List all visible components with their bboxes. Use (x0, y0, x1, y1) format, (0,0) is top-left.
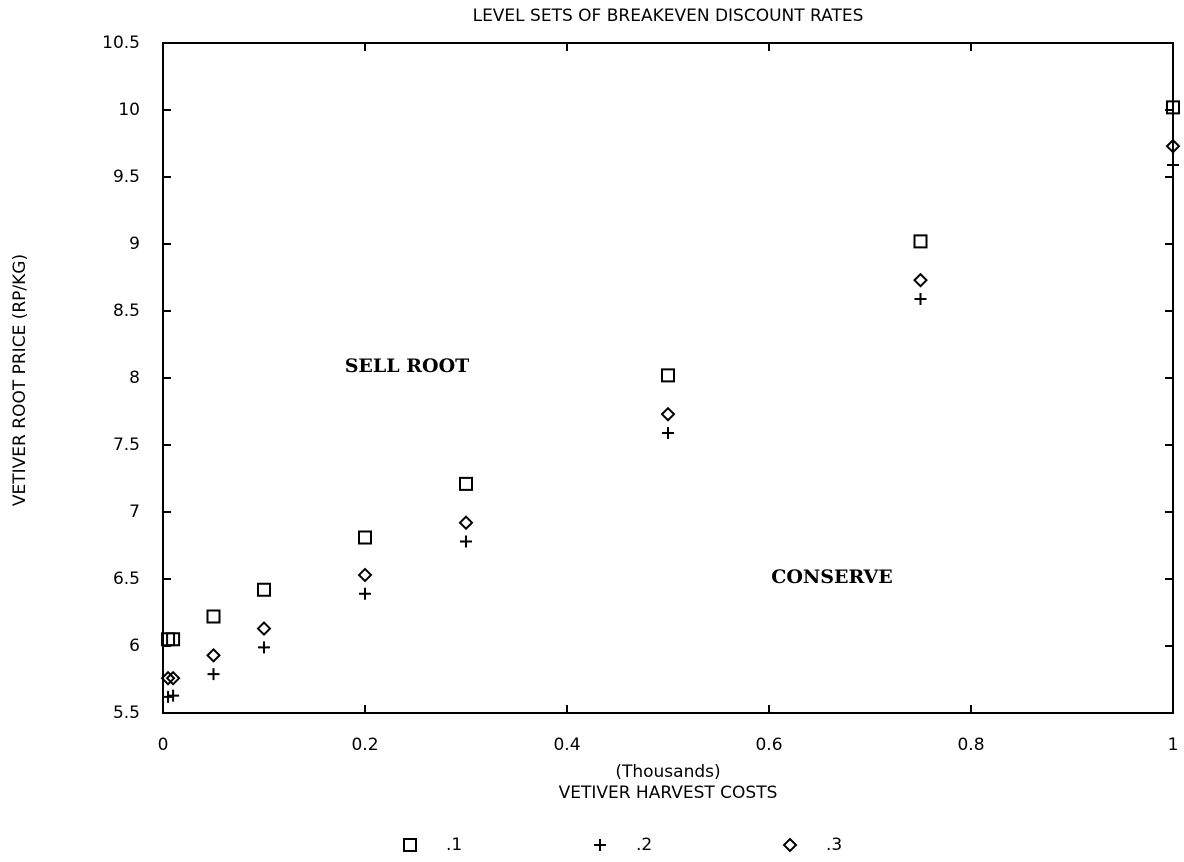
x-unit: (Thousands) (615, 762, 720, 782)
y-tick-label: 9 (129, 234, 140, 254)
y-tick-label: 10.5 (102, 33, 140, 53)
point (914, 292, 927, 305)
point (358, 530, 372, 545)
point (166, 632, 181, 647)
point (359, 587, 371, 600)
plot-frame (162, 42, 1174, 714)
x-tick-label: 0.2 (351, 735, 378, 755)
x-tick-label: 1 (1168, 735, 1179, 755)
legend-label: .2 (636, 835, 652, 855)
legend-marker (782, 837, 798, 853)
y-tick-label: 8 (129, 368, 140, 388)
x-tick-label: 0 (158, 735, 169, 755)
y-axis-label: VETIVER ROOT PRICE (RP/KG) (10, 254, 30, 506)
chart-title: LEVEL SETS OF BREAKEVEN DISCOUNT RATES (473, 6, 864, 26)
point (1167, 158, 1179, 171)
y-tick-label: 8.5 (113, 301, 140, 321)
point (661, 368, 675, 383)
legend-label: .3 (826, 835, 842, 855)
x-axis-label: VETIVER HARVEST COSTS (559, 783, 778, 803)
point (165, 670, 181, 686)
legend-marker (594, 839, 606, 851)
y-tick-label: 5.5 (113, 703, 140, 723)
y-tick-label: 9.5 (113, 167, 140, 187)
point (257, 582, 271, 597)
y-tick-label: 6.5 (113, 569, 140, 589)
point (1166, 100, 1180, 115)
annotation: SELL ROOT (345, 355, 470, 377)
point (206, 647, 221, 663)
point (167, 689, 180, 702)
point (913, 272, 928, 288)
point (206, 609, 221, 624)
point (662, 426, 674, 439)
point (162, 690, 175, 703)
y-tick-label: 7.5 (113, 435, 140, 455)
point (256, 621, 272, 636)
point (207, 668, 220, 681)
x-tick-label: 0.8 (957, 735, 984, 755)
point (913, 234, 928, 249)
y-tick-label: 6 (129, 636, 140, 656)
x-tick-label: 0.6 (755, 735, 782, 755)
point (660, 406, 676, 422)
y-tick-label: 7 (129, 502, 140, 522)
point (258, 641, 270, 654)
point (1165, 138, 1181, 154)
point (357, 567, 373, 583)
point (160, 670, 176, 686)
x-tick-label: 0.4 (553, 735, 580, 755)
legend-marker (403, 838, 417, 852)
y-tick-label: 10 (118, 100, 140, 120)
point (459, 476, 473, 491)
point (460, 535, 472, 548)
point (458, 515, 474, 531)
legend-label: .1 (446, 835, 462, 855)
annotation: CONSERVE (771, 566, 893, 588)
